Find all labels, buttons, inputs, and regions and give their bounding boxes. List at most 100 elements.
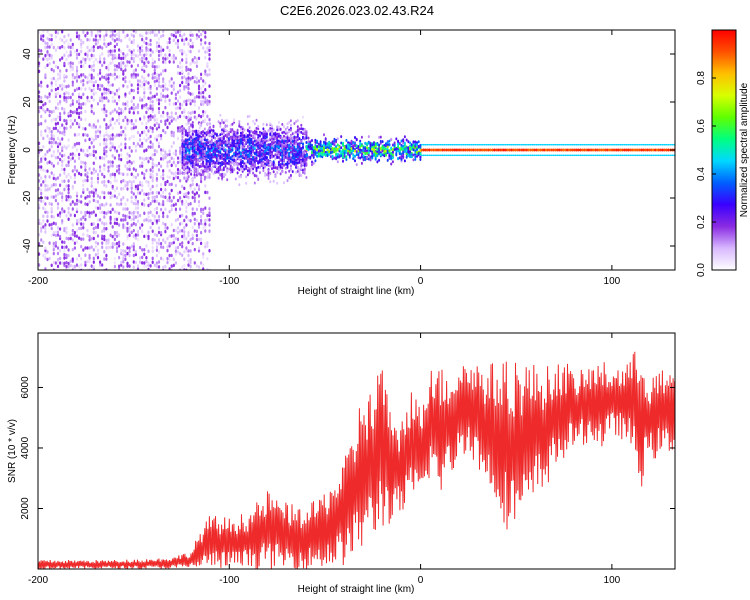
- heatmap-cell: [183, 176, 186, 180]
- heatmap-cell: [115, 102, 119, 106]
- heatmap-cell: [202, 263, 205, 267]
- heatmap-cell: [200, 176, 203, 181]
- heatmap-cell: [202, 119, 205, 124]
- heatmap-cell: [174, 149, 177, 153]
- heatmap-cell: [145, 264, 148, 268]
- heatmap-cell: [94, 150, 97, 154]
- heatmap-cell: [141, 202, 144, 206]
- heatmap-cell: [75, 133, 79, 137]
- heatmap-cell: [44, 202, 47, 206]
- heatmap-cell: [183, 218, 186, 223]
- heatmap-cell: [75, 141, 79, 146]
- heatmap-cell: [38, 165, 41, 169]
- heatmap-cell: [136, 44, 140, 48]
- heatmap-cell: [92, 60, 95, 64]
- heatmap-cell: [101, 229, 104, 233]
- heatmap-cell: [279, 136, 282, 139]
- heatmap-cell: [403, 147, 406, 151]
- heatmap-cell: [132, 221, 135, 226]
- heatmap-cell: [82, 183, 85, 187]
- heatmap-cell: [258, 130, 261, 134]
- heatmap-cell: [168, 115, 171, 120]
- heatmap-cell: [61, 137, 64, 141]
- heatmap-cell: [92, 98, 95, 102]
- heatmap-cell: [75, 198, 79, 203]
- heatmap-cell: [147, 31, 150, 35]
- heatmap-cell: [217, 141, 220, 145]
- heatmap-cell: [231, 144, 234, 147]
- heatmap-cell: [111, 30, 114, 34]
- heatmap-cell: [99, 96, 102, 100]
- heatmap-cell: [228, 167, 230, 171]
- heatmap-cell: [143, 252, 146, 256]
- heatmap-cell: [219, 173, 222, 177]
- heatmap-cell: [92, 260, 95, 264]
- heatmap-cell: [240, 152, 242, 156]
- heatmap-cell: [73, 75, 76, 80]
- heatmap-cell: [303, 149, 306, 153]
- heatmap-cell: [118, 171, 121, 175]
- heatmap-cell: [168, 175, 171, 180]
- heatmap-cell: [155, 211, 158, 215]
- heatmap-cell: [109, 181, 112, 185]
- heatmap-cell: [124, 217, 127, 222]
- heatmap-cell: [118, 87, 121, 91]
- heatmap-cell: [257, 125, 260, 128]
- heatmap-cell: [109, 41, 112, 46]
- heatmap-cell: [288, 146, 291, 150]
- heatmap-cell: [298, 156, 301, 160]
- heatmap-cell: [314, 159, 317, 163]
- heatmap-cell: [321, 149, 324, 153]
- heatmap-cell: [120, 63, 123, 68]
- heatmap-cell: [96, 180, 100, 184]
- heatmap-cell: [179, 146, 182, 150]
- heatmap-cell: [193, 149, 196, 153]
- heatmap-cell: [88, 194, 91, 198]
- heatmap-cell: [128, 80, 131, 84]
- heatmap-cell: [143, 79, 146, 83]
- heatmap-cell: [115, 67, 119, 72]
- heatmap-cell: [240, 139, 242, 143]
- heatmap-cell: [151, 115, 154, 119]
- heatmap-cell: [61, 207, 64, 211]
- heatmap-cell: [234, 153, 237, 157]
- heatmap-cell: [265, 160, 268, 164]
- heatmap-cell: [181, 76, 184, 80]
- heatmap-cell: [195, 142, 198, 146]
- heatmap-cell: [164, 99, 167, 103]
- heatmap-cell: [155, 253, 158, 258]
- heatmap-cell: [157, 37, 161, 41]
- heatmap-cell: [71, 102, 74, 106]
- heatmap-cell: [326, 148, 329, 152]
- heatmap-cell: [224, 159, 227, 163]
- heatmap-cell: [272, 135, 275, 139]
- heatmap-cell: [345, 151, 348, 155]
- heatmap-cell: [103, 226, 106, 231]
- heatmap-cell: [162, 238, 165, 242]
- heatmap-cell: [174, 183, 177, 188]
- heatmap-cell: [367, 141, 370, 145]
- heatmap-cell: [44, 183, 47, 188]
- heatmap-cell: [111, 154, 114, 158]
- heatmap-cell: [134, 144, 137, 149]
- heatmap-cell: [185, 223, 188, 227]
- heatmap-cell: [120, 148, 123, 152]
- heatmap-cell: [115, 133, 119, 137]
- heatmap-cell: [107, 83, 110, 88]
- heatmap-cell: [185, 200, 188, 204]
- heatmap-cell: [172, 38, 175, 43]
- heatmap-cell: [82, 226, 85, 230]
- heatmap-cell: [324, 137, 327, 141]
- heatmap-cell: [86, 31, 89, 35]
- heatmap-cell: [229, 157, 232, 161]
- heatmap-cell: [46, 210, 49, 215]
- heatmap-cell: [130, 199, 133, 204]
- heatmap-cell: [155, 199, 158, 204]
- heatmap-cell: [151, 100, 154, 104]
- heatmap-cell: [67, 138, 70, 142]
- heatmap-cell: [364, 152, 367, 156]
- heatmap-cell: [115, 42, 119, 47]
- heatmap-cell: [92, 167, 95, 171]
- heatmap-cell: [222, 148, 225, 152]
- heatmap-cell: [302, 135, 304, 139]
